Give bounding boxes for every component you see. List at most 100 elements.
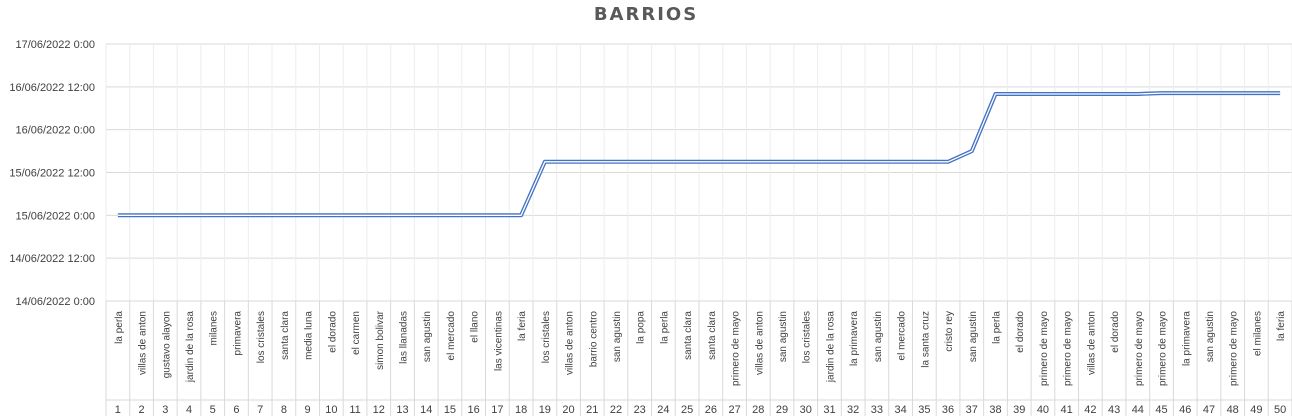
category-labels: la perla villas de anton gustavo alayon jar… xyxy=(114,310,1287,386)
x-tick-label: 20 xyxy=(562,404,574,416)
x-tick-label: 28 xyxy=(752,404,764,416)
x-tick-label: 22 xyxy=(610,404,622,416)
category-label: san agustin xyxy=(422,311,433,362)
category-label: la perla xyxy=(114,311,125,344)
x-tick-label: 49 xyxy=(1250,404,1262,416)
category-label: la perla xyxy=(992,311,1003,344)
x-tick-label: 37 xyxy=(966,404,978,416)
x-tick-label: 19 xyxy=(539,404,551,416)
category-label: el milanes xyxy=(1252,311,1263,356)
category-label: los cristales xyxy=(541,311,552,363)
category-label: el dorado xyxy=(327,311,338,353)
y-tick-label: 15/06/2022 12:00 xyxy=(9,168,95,180)
y-tick-label: 15/06/2022 0:00 xyxy=(15,210,95,222)
series-line-core xyxy=(117,92,1281,216)
x-tick-label: 50 xyxy=(1274,404,1286,416)
x-tick-label: 9 xyxy=(305,404,311,416)
category-label: villas de anton xyxy=(754,311,765,375)
x-axis-number-labels: 1 2 3 4 5 6 7 8 9 10 11 12 13 14 15 16 17 18 19 20 21 22 23 24 2… xyxy=(115,404,1286,416)
x-tick-label: 26 xyxy=(705,404,717,416)
y-tick-label: 14/06/2022 0:00 xyxy=(15,296,95,308)
x-tick-label: 33 xyxy=(871,404,883,416)
x-tick-label: 15 xyxy=(444,404,456,416)
category-label: el mercado xyxy=(446,311,457,361)
category-label: las llanadas xyxy=(399,311,410,364)
category-label: san agustin xyxy=(778,311,789,362)
x-tick-label: 48 xyxy=(1227,404,1239,416)
x-tick-label: 25 xyxy=(681,404,693,416)
category-label: las vicentinas xyxy=(493,311,504,371)
x-tick-label: 10 xyxy=(325,404,337,416)
x-tick-label: 21 xyxy=(586,404,598,416)
x-tick-label: 23 xyxy=(634,404,646,416)
category-label: primero de mayo xyxy=(1158,311,1169,386)
category-label: primero de mayo xyxy=(731,311,742,386)
y-tick-label: 16/06/2022 12:00 xyxy=(9,82,95,94)
x-tick-label: 34 xyxy=(894,404,906,416)
x-tick-label: 11 xyxy=(349,404,360,416)
category-label: la perla xyxy=(659,311,670,344)
category-label: gustavo alayon xyxy=(161,311,172,378)
y-axis-labels: 17/06/2022 0:00 16/06/2022 12:00 16/06/202… xyxy=(9,39,95,308)
category-label: el dorado xyxy=(1015,311,1026,353)
category-label: la feria xyxy=(1276,311,1287,341)
x-tick-label: 8 xyxy=(281,404,287,416)
series-layer xyxy=(117,91,1281,218)
x-tick-label: 41 xyxy=(1061,404,1073,416)
category-label: primero de mayo xyxy=(1134,311,1145,386)
x-tick-label: 42 xyxy=(1084,404,1096,416)
category-label: el mercado xyxy=(897,311,908,361)
category-label: el llano xyxy=(470,311,481,343)
x-tick-label: 4 xyxy=(186,404,192,416)
y-tick-label: 16/06/2022 0:00 xyxy=(15,125,95,137)
x-tick-label: 47 xyxy=(1203,404,1215,416)
category-label: simon bolivar xyxy=(375,310,386,370)
x-tick-label: 13 xyxy=(396,404,408,416)
x-tick-label: 40 xyxy=(1037,404,1049,416)
x-tick-label: 45 xyxy=(1155,404,1167,416)
category-label: la feria xyxy=(517,311,528,341)
category-label: milanes xyxy=(209,311,220,345)
x-tick-label: 17 xyxy=(491,404,503,416)
category-label: primavera xyxy=(232,311,243,356)
x-tick-label: 2 xyxy=(139,404,145,416)
category-label: la primavera xyxy=(849,311,860,366)
x-tick-label: 24 xyxy=(657,404,669,416)
category-label: el carmen xyxy=(351,311,362,355)
category-label: santa clara xyxy=(707,311,718,360)
category-label: los cristales xyxy=(256,311,267,363)
category-label: primero de mayo xyxy=(1063,311,1074,386)
category-label: primero de mayo xyxy=(1039,311,1050,386)
y-tick-label: 14/06/2022 12:00 xyxy=(9,253,95,265)
category-label: villas de anton xyxy=(1086,311,1097,375)
x-tick-label: 6 xyxy=(233,404,239,416)
category-label: los cristales xyxy=(802,311,813,363)
x-tick-label: 36 xyxy=(942,404,954,416)
category-label: primero de mayo xyxy=(1229,311,1240,386)
y-tick-label: 17/06/2022 0:00 xyxy=(15,39,95,51)
grid-layer xyxy=(105,43,1292,416)
category-label: jardin de la rosa xyxy=(185,311,196,384)
category-label: villas de anton xyxy=(565,311,576,375)
x-tick-label: 16 xyxy=(468,404,480,416)
chart-title: BARRIOS xyxy=(593,4,699,25)
category-label: el dorado xyxy=(1110,311,1121,353)
x-tick-label: 43 xyxy=(1108,404,1120,416)
x-tick-label: 18 xyxy=(515,404,527,416)
category-label: barrio centro xyxy=(588,311,599,368)
category-label: media luna xyxy=(304,311,315,360)
category-label: san agustin xyxy=(612,311,623,362)
category-label: santa clara xyxy=(280,311,291,360)
x-tick-label: 7 xyxy=(257,404,263,416)
x-tick-label: 38 xyxy=(989,404,1001,416)
x-tick-label: 46 xyxy=(1179,404,1191,416)
x-tick-label: 31 xyxy=(823,404,835,416)
category-label: santa clara xyxy=(683,311,694,360)
category-label: la popa xyxy=(636,311,647,344)
category-label: la primavera xyxy=(1181,311,1192,366)
x-tick-label: 44 xyxy=(1132,404,1144,416)
category-label: jardin de la rosa xyxy=(825,311,836,384)
category-label: san agustin xyxy=(1205,311,1216,362)
x-tick-label: 3 xyxy=(162,404,168,416)
